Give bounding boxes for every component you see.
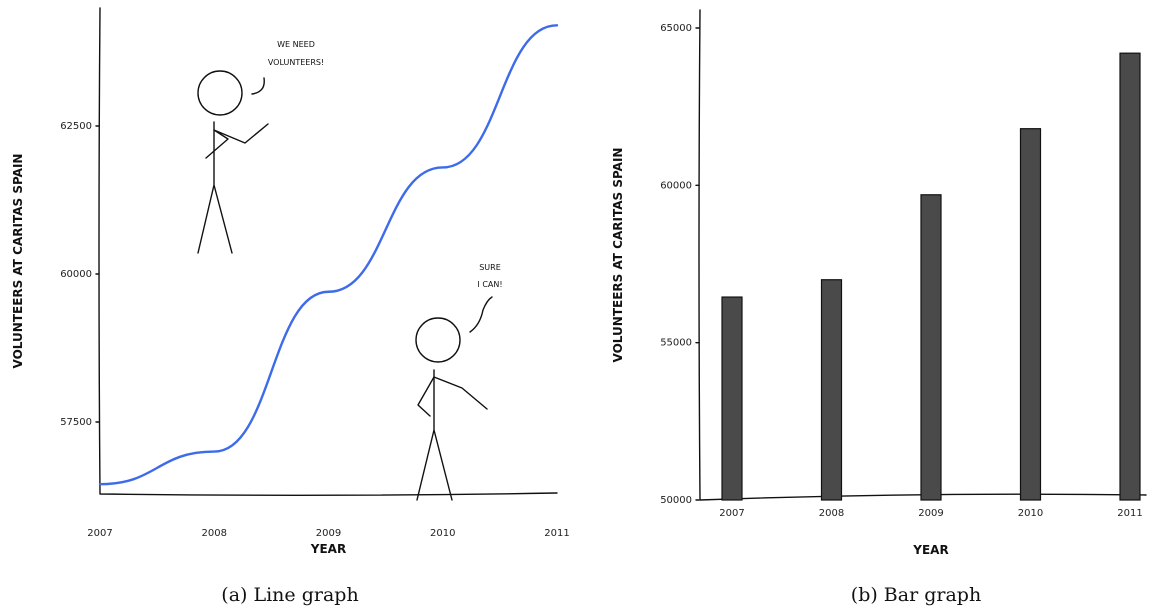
- bar: [721, 296, 743, 501]
- line-graph-panel: 57500 60000 62500 2007 2008 2009 2010 2011 YEAR V…: [11, 7, 570, 606]
- line-series: [98, 24, 559, 486]
- bar: [920, 194, 942, 501]
- y-tick-label: 57500: [60, 417, 92, 428]
- y-tick-label: 60000: [660, 180, 692, 191]
- x-tick-label: 2007: [719, 508, 744, 519]
- x-tick-label: 2007: [87, 528, 112, 539]
- x-axis-title: YEAR: [912, 543, 948, 557]
- x-tick-label: 2010: [430, 528, 455, 539]
- figure-arms: [417, 376, 488, 417]
- figure-head: [197, 70, 243, 116]
- y-axis-title: VOLUNTEERS AT CARITAS SPAIN: [611, 148, 625, 363]
- bar: [1019, 128, 1042, 501]
- speech-text-line-1: WE NEED: [277, 40, 315, 49]
- x-axis-title: YEAR: [310, 542, 346, 556]
- figure-body: [416, 369, 453, 501]
- caption-line-graph: (a) Line graph: [221, 584, 358, 606]
- speech-tail: [251, 77, 265, 95]
- stick-figure-left: WE NEED VOLUNTEERS!: [197, 40, 324, 254]
- y-tick-label: 62500: [60, 121, 92, 132]
- figure-body: [197, 121, 233, 254]
- x-tick-label: 2011: [544, 528, 569, 539]
- bar: [820, 279, 843, 501]
- bar-graph-panel: 50000 55000 60000 65000 2007 2008 2009 2010 2011…: [611, 9, 1147, 606]
- x-tick-label: 2009: [918, 508, 943, 519]
- speech-tail: [469, 296, 493, 333]
- caption-bar-graph: (b) Bar graph: [851, 584, 981, 606]
- y-axis-title: VOLUNTEERS AT CARITAS SPAIN: [11, 154, 25, 369]
- x-tick-label: 2010: [1018, 508, 1043, 519]
- y-tick-label: 65000: [660, 23, 692, 34]
- y-tick-label: 60000: [60, 269, 92, 280]
- figure-head: [415, 317, 461, 363]
- x-tick-label: 2011: [1117, 508, 1142, 519]
- speech-text-line-2: VOLUNTEERS!: [268, 58, 324, 67]
- speech-text-line-1: SURE: [479, 263, 501, 272]
- figure-arms: [205, 123, 269, 159]
- stick-figure-right: SURE I CAN!: [415, 263, 503, 501]
- bar: [1119, 52, 1141, 501]
- x-tick-label: 2008: [202, 528, 227, 539]
- speech-text-line-2: I CAN!: [477, 280, 502, 289]
- y-tick-label: 50000: [660, 495, 692, 506]
- x-tick-label: 2008: [819, 508, 844, 519]
- bar-graph-axes: [698, 9, 1147, 501]
- x-tick-label: 2009: [316, 528, 341, 539]
- y-tick-label: 55000: [660, 338, 692, 349]
- line-graph-axes: [98, 7, 558, 496]
